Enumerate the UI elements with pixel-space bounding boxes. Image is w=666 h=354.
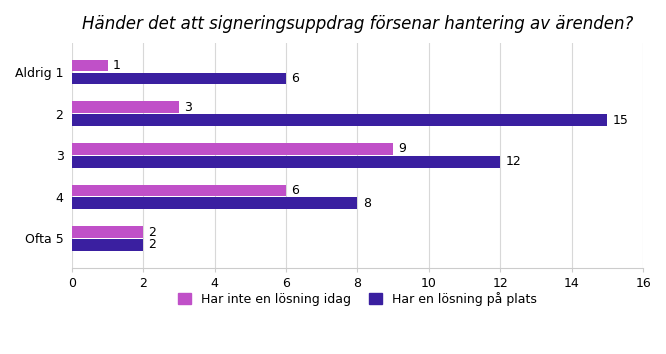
- Bar: [72, 101, 179, 113]
- Bar: [72, 114, 607, 126]
- Bar: [72, 184, 286, 196]
- Text: 12: 12: [505, 155, 521, 168]
- Legend: Har inte en lösning idag, Har en lösning på plats: Har inte en lösning idag, Har en lösning…: [173, 287, 542, 311]
- Bar: [72, 198, 358, 209]
- Bar: [72, 239, 143, 251]
- Text: 8: 8: [363, 197, 371, 210]
- Text: 2: 2: [149, 225, 157, 239]
- Bar: [72, 226, 143, 238]
- Text: 1: 1: [113, 59, 121, 72]
- Text: 6: 6: [292, 184, 299, 197]
- Bar: [72, 156, 500, 167]
- Text: 3: 3: [184, 101, 192, 114]
- Bar: [72, 73, 286, 84]
- Text: 9: 9: [398, 142, 406, 155]
- Bar: [72, 143, 393, 155]
- Text: 15: 15: [613, 114, 629, 127]
- Bar: [72, 60, 107, 72]
- Text: 2: 2: [149, 238, 157, 251]
- Text: 6: 6: [292, 72, 299, 85]
- Title: Händer det att signeringsuppdrag försenar hantering av ärenden?: Händer det att signeringsuppdrag försena…: [82, 15, 633, 33]
